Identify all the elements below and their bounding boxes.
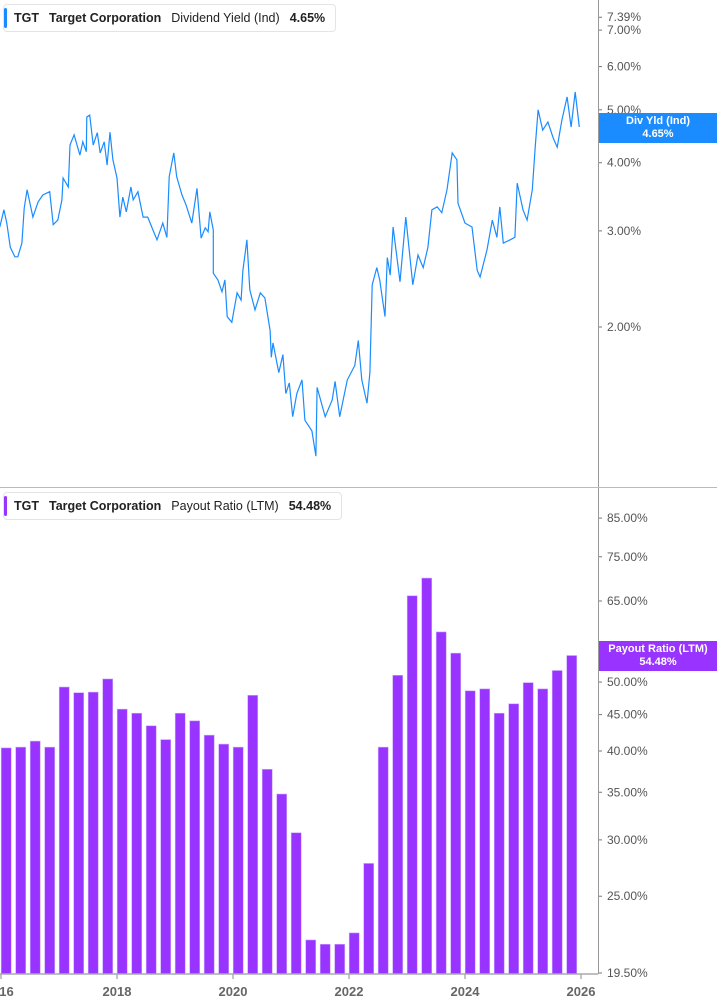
payout-bar (29, 740, 41, 975)
x-tick-label: 2022 (335, 984, 364, 999)
y-tick-label: 6.00% (607, 60, 641, 74)
x-axis: 016 2018 2020 2022 2024 2026 (0, 974, 595, 999)
payout-bar (247, 695, 259, 975)
bottom-legend: TGT Target Corporation Payout Ratio (LTM… (3, 492, 343, 520)
payout-bar (522, 682, 534, 975)
yield-value-callout: Div Yld (Ind) 4.65% (599, 113, 717, 143)
payout-value-callout: Payout Ratio (LTM) 54.48% (599, 641, 717, 671)
x-tick-label: 016 (0, 984, 14, 999)
payout-bar (421, 577, 433, 975)
callout-value: 54.48% (639, 656, 677, 668)
payout-bar (87, 691, 99, 975)
payout-bar (537, 688, 549, 975)
payout-bars (0, 577, 578, 975)
payout-bar (145, 725, 157, 975)
payout-bar (102, 678, 114, 975)
payout-bar (464, 690, 476, 975)
payout-bar (392, 675, 404, 975)
y-tick-label: 45.00% (607, 708, 648, 722)
payout-bar (363, 863, 375, 975)
legend-ticker: TGT (14, 499, 39, 513)
payout-bar (334, 943, 346, 975)
x-tick-label: 2026 (567, 984, 596, 999)
x-tick-label: 2018 (103, 984, 132, 999)
top-legend: TGT Target Corporation Dividend Yield (I… (3, 4, 337, 32)
legend-ticker: TGT (14, 11, 39, 25)
payout-bar (566, 655, 578, 975)
y-tick-label: 30.00% (607, 833, 648, 847)
payout-bar (493, 712, 505, 975)
legend-color-swatch (4, 8, 7, 28)
y-tick-label: 50.00% (607, 675, 648, 689)
payout-bar (232, 746, 244, 975)
y-tick-label: 3.00% (607, 224, 641, 238)
payout-bar (174, 712, 186, 975)
y-tick-label: 7.39% (607, 10, 641, 24)
legend-company: Target Corporation (49, 11, 162, 25)
y-tick-label: 85.00% (607, 511, 648, 525)
x-tick-label: 2024 (451, 984, 481, 999)
legend-metric: Dividend Yield (Ind) (171, 11, 280, 25)
payout-bar (479, 688, 491, 975)
payout-bar (44, 746, 56, 975)
payout-bar (290, 832, 302, 975)
payout-bar (261, 768, 273, 975)
payout-bar (203, 734, 215, 975)
payout-bar (116, 708, 128, 975)
payout-bar (218, 743, 230, 975)
legend-value: 54.48% (288, 499, 332, 513)
payout-bar (348, 932, 360, 975)
legend-metric: Payout Ratio (LTM) (171, 499, 279, 513)
legend-company: Target Corporation (49, 499, 162, 513)
y-tick-label: 75.00% (607, 550, 648, 564)
y-tick-label: 7.00% (607, 23, 641, 37)
payout-bar (0, 747, 12, 975)
top-y-axis: 7.39%7.00%6.00%5.00%4.00%3.00%2.00% (598, 10, 641, 334)
y-tick-label: 19.50% (607, 966, 648, 980)
x-tick-label: 2020 (219, 984, 248, 999)
y-tick-label: 25.00% (607, 889, 648, 903)
dividend-yield-line (0, 91, 580, 457)
payout-bar (377, 746, 389, 975)
payout-bar (450, 652, 462, 975)
payout-bar (406, 595, 418, 975)
payout-bar (160, 739, 172, 975)
payout-bar (305, 939, 317, 975)
payout-bar (189, 720, 201, 975)
y-tick-label: 65.00% (607, 594, 648, 608)
legend-value: 4.65% (289, 11, 326, 25)
payout-bar (508, 703, 520, 975)
payout-bar (15, 746, 27, 975)
bottom-y-axis: 85.00% 75.00% 65.00% 50.00% 45.00% 40.00% 35.0… (598, 511, 648, 980)
payout-bar (551, 670, 563, 975)
y-tick-label: 35.00% (607, 785, 648, 799)
y-tick-label: 40.00% (607, 744, 648, 758)
callout-value: 4.65% (642, 128, 674, 140)
payout-bar (131, 712, 143, 975)
callout-label: Payout Ratio (LTM) (608, 643, 708, 655)
payout-bar (73, 692, 85, 975)
y-tick-label: 4.00% (607, 156, 641, 170)
payout-bar (58, 686, 70, 975)
payout-bar (435, 631, 447, 975)
payout-bar (319, 943, 331, 975)
legend-color-swatch (4, 496, 7, 516)
payout-bar (276, 793, 288, 975)
callout-label: Div Yld (Ind) (626, 115, 690, 127)
y-tick-label: 2.00% (607, 320, 641, 334)
